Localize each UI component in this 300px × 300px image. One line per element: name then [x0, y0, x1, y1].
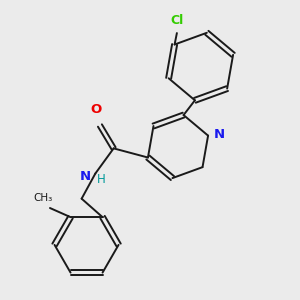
Text: H: H — [97, 173, 105, 186]
Text: N: N — [214, 128, 225, 141]
Text: O: O — [91, 103, 102, 116]
Text: Cl: Cl — [170, 14, 184, 27]
Text: N: N — [80, 170, 91, 184]
Text: CH₃: CH₃ — [34, 194, 53, 203]
